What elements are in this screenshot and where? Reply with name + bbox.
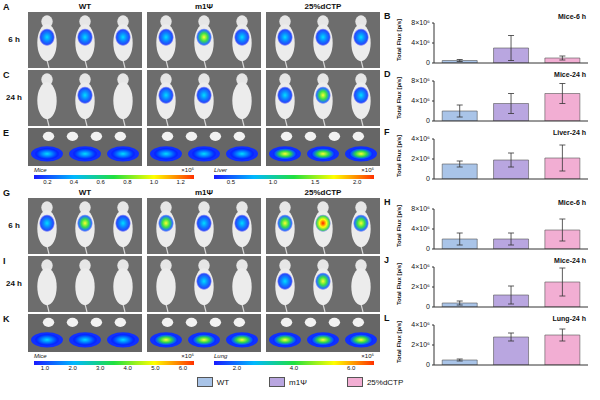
html-text:2.0: 2.0 (68, 365, 77, 371)
html-text:Lung: Lung (214, 353, 228, 359)
html-text:Total Flux [p/s]: Total Flux [p/s] (396, 134, 402, 178)
html-text:Liver-24 h: Liver-24 h (552, 129, 586, 136)
html-text:Total Flux [p/s]: Total Flux [p/s] (396, 18, 402, 62)
html-text:B: B (384, 11, 391, 21)
html-text:×10⁶: ×10⁶ (181, 167, 194, 173)
html-text:D: D (384, 69, 391, 79)
html-text:2.0: 2.0 (232, 365, 241, 371)
html-text:Mice-6 h: Mice-6 h (558, 199, 586, 206)
html-text:Total Flux [p/s]: Total Flux [p/s] (396, 204, 402, 248)
svg-text:4×10⁶: 4×10⁶ (411, 225, 430, 232)
html-text:WT: WT (78, 2, 92, 11)
html-text:WT: WT (78, 188, 92, 197)
html-text:L: L (384, 313, 390, 323)
html-text:1.0: 1.0 (268, 179, 278, 185)
svg-text:0: 0 (426, 117, 430, 124)
html-text:6.0: 6.0 (347, 365, 356, 371)
html-text:6 h: 6 h (8, 35, 20, 44)
html-text:0.8: 0.8 (123, 179, 132, 185)
svg-text:4×10⁶: 4×10⁶ (411, 135, 430, 142)
html-text:Liver: Liver (214, 167, 227, 173)
html-text:C: C (3, 70, 10, 80)
svg-text:8×10⁶: 8×10⁶ (411, 19, 430, 26)
html-text:Mice: Mice (34, 167, 47, 173)
svg-text:0: 0 (426, 245, 430, 252)
html-text:Mice-6 h: Mice-6 h (558, 13, 586, 20)
html-text:F: F (384, 127, 390, 137)
html-text:m1Ψ: m1Ψ (195, 2, 213, 11)
svg-text:4×10⁶: 4×10⁶ (411, 97, 430, 104)
html-text:Mice-24 h: Mice-24 h (554, 257, 586, 264)
svg-text:4×10⁶: 4×10⁶ (411, 321, 430, 328)
svg-text:2×10⁶: 2×10⁶ (411, 155, 430, 162)
svg-text:0: 0 (426, 303, 430, 310)
html-text:1.5: 1.5 (310, 179, 320, 185)
svg-text:2×10⁶: 2×10⁶ (411, 283, 430, 290)
html-text:4.0: 4.0 (123, 365, 132, 371)
html-text:Mice: Mice (34, 353, 47, 359)
html-text:Total Flux [p/s]: Total Flux [p/s] (396, 320, 402, 364)
html-text:3.0: 3.0 (96, 365, 105, 371)
html-text:A: A (3, 2, 10, 12)
svg-text:2×10⁶: 2×10⁶ (411, 341, 430, 348)
html-text:5.0: 5.0 (151, 365, 160, 371)
html-text:24 h: 24 h (6, 93, 22, 102)
html-text:m1Ψ: m1Ψ (195, 188, 213, 197)
html-text:2.0: 2.0 (353, 179, 362, 185)
html-text:0.2: 0.2 (43, 179, 52, 185)
html-text:H: H (384, 197, 391, 207)
html-text:0.5: 0.5 (226, 179, 235, 185)
html-text:K: K (3, 314, 10, 324)
html-text:25%dCTP: 25%dCTP (304, 188, 342, 197)
html-text:×10⁶: ×10⁶ (361, 353, 374, 359)
html-text:0.4: 0.4 (69, 179, 79, 185)
html-text:Total Flux [p/s]: Total Flux [p/s] (396, 76, 402, 120)
html-text:Total Flux [p/s]: Total Flux [p/s] (396, 262, 402, 306)
svg-text:0: 0 (426, 175, 430, 182)
html-text:25%dCTP: 25%dCTP (304, 2, 342, 11)
html-text:24 h: 24 h (6, 279, 22, 288)
html-text:6 h: 6 h (8, 221, 20, 230)
html-text:WT: WT (216, 377, 230, 387)
svg-text:8×10⁶: 8×10⁶ (411, 77, 430, 84)
html-text:Lung-24 h: Lung-24 h (552, 315, 586, 322)
html-text:25%dCTP: 25%dCTP (366, 377, 404, 387)
html-text:G: G (3, 188, 10, 198)
html-text:m1Ψ: m1Ψ (289, 377, 307, 387)
html-text:6.0: 6.0 (178, 365, 188, 371)
html-text:×10⁶: ×10⁶ (361, 167, 374, 173)
svg-text:0: 0 (426, 361, 430, 368)
html-text:E: E (3, 128, 9, 138)
html-text:J: J (384, 255, 389, 265)
html-text:0.6: 0.6 (96, 179, 105, 185)
svg-text:4×10⁶: 4×10⁶ (411, 263, 430, 270)
svg-text:8×10⁶: 8×10⁶ (411, 205, 430, 212)
html-text:I: I (3, 256, 6, 266)
html-text:4.0: 4.0 (289, 365, 299, 371)
html-text:Mice-24 h: Mice-24 h (554, 71, 586, 78)
html-text:1.0: 1.0 (149, 179, 159, 185)
html-text:1.0: 1.0 (40, 365, 50, 371)
svg-text:4×10⁶: 4×10⁶ (411, 39, 430, 46)
html-text:1.2: 1.2 (176, 179, 185, 185)
svg-text:0: 0 (426, 59, 430, 66)
html-text:×10⁶: ×10⁶ (181, 353, 194, 359)
